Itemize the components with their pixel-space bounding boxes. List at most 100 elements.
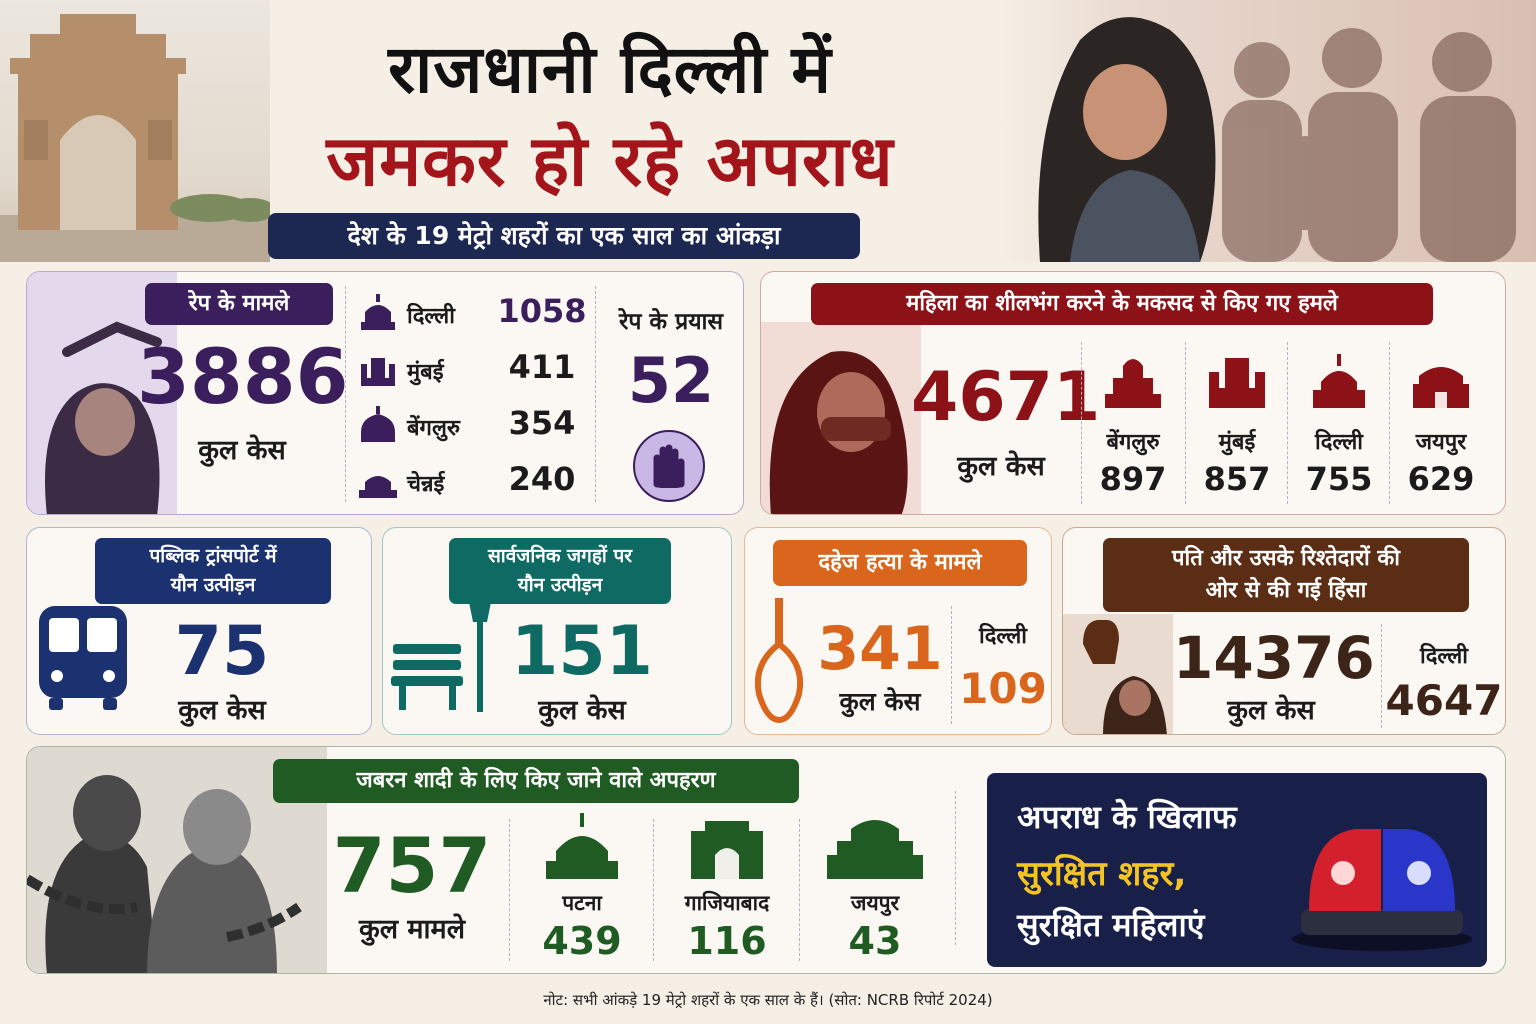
kidnap-total-label: कुल मामले [358, 914, 466, 945]
monument-icon [1205, 348, 1269, 412]
monument-icon [825, 811, 925, 883]
monument-icon [357, 460, 399, 502]
city-name: बेंगलुरु [1106, 430, 1160, 455]
bus-icon [35, 602, 131, 712]
monument-icon [542, 811, 622, 883]
husband-heading: पति और उसके रिश्तेदारों की ओर से की गई ह… [1103, 538, 1469, 612]
modesty-city-item: मुंबई 857 [1187, 348, 1287, 508]
rape-cases-card: रेप के मामले 3886 कुल केस दिल्ली 1058 मु… [26, 271, 744, 515]
dowry-death-card: दहेज हत्या के मामले 341 कुल केस दिल्ली 1… [744, 527, 1052, 735]
city-value: 857 [1203, 460, 1271, 498]
husband-total: 14376 [1173, 624, 1375, 692]
city-name: जयपुर [850, 891, 900, 915]
city-name: मुंबई [407, 360, 444, 385]
dowry-city-value: 109 [959, 664, 1047, 713]
rape-city-row: चेन्नई 240 [357, 458, 587, 506]
kidnap-city-item: पटना 439 [513, 811, 651, 971]
city-value: 240 [508, 460, 576, 498]
husband-heading-line2: ओर से की गई हिंसा [1205, 578, 1367, 603]
monument-icon [357, 348, 399, 390]
monument-icon [1101, 348, 1165, 412]
city-value: 43 [848, 919, 902, 963]
rape-attempt-value: 52 [627, 344, 715, 417]
bench-lamp-icon [389, 594, 499, 714]
forced-marriage-kidnap-card: जबरन शादी के लिए किए जाने वाले अपहरण 757… [26, 746, 1506, 974]
city-name: बेंगलुरु [407, 416, 461, 441]
transport-total-label: कुल केस [178, 695, 266, 726]
city-value: 439 [542, 919, 622, 963]
modesty-city-item: जयपुर 629 [1391, 348, 1491, 508]
monument-icon [1409, 348, 1473, 412]
victim-and-shadows-illustration [1000, 0, 1536, 262]
transport-total: 75 [174, 612, 270, 691]
footer-note: नोट: सभी आंकड़े 19 मेट्रो शहरों के एक सा… [543, 991, 993, 1009]
rape-heading: रेप के मामले [145, 283, 333, 325]
dowry-total-label: कुल केस [839, 687, 921, 716]
monument-icon [357, 404, 399, 446]
noose-icon [749, 594, 809, 724]
monument-icon [357, 292, 399, 334]
rape-city-row: दिल्ली 1058 [357, 290, 587, 338]
husband-city-name: दिल्ली [1420, 644, 1468, 669]
safety-line-3: सुरक्षित महिलाएं [1017, 906, 1205, 944]
police-siren-icon [1287, 813, 1477, 953]
safety-line-2: सुरक्षित शहर, [1017, 854, 1187, 894]
stop-hand-icon [631, 428, 707, 504]
city-value: 354 [508, 404, 576, 442]
page-title-line-2: जमकर हो रहे अपराध [326, 120, 894, 202]
monument-icon [687, 811, 767, 883]
city-name: पटना [562, 891, 602, 915]
city-value: 116 [687, 919, 767, 963]
city-value: 629 [1407, 460, 1475, 498]
modesty-heading: महिला का शीलभंग करने के मकसद से किए गए ह… [811, 283, 1433, 325]
dowry-city-name: दिल्ली [979, 624, 1027, 649]
city-name: चेन्नई [407, 472, 445, 497]
rape-city-row: मुंबई 411 [357, 346, 587, 394]
modesty-city-item: दिल्ली 755 [1289, 348, 1389, 508]
city-value: 755 [1305, 460, 1373, 498]
page-title-line-1: राजधानी दिल्ली में [388, 31, 832, 108]
kidnap-city-item: जयपुर 43 [803, 811, 947, 971]
public-places-total-label: कुल केस [538, 695, 626, 726]
city-value: 1058 [497, 292, 587, 330]
public-places-heading-line1: सार्वजनिक जगहों पर [487, 545, 633, 567]
transport-heading: पब्लिक ट्रांसपोर्ट में यौन उत्पीड़न [95, 538, 331, 604]
city-name: दिल्ली [1315, 430, 1363, 455]
husband-city-value: 4647 [1385, 676, 1503, 725]
page-subtitle: देश के 19 मेट्रो शहरों का एक साल का आंकड… [268, 213, 860, 259]
monument-icon [1307, 348, 1371, 412]
modesty-total: 4671 [911, 358, 1101, 437]
domestic-violence-card: पति और उसके रिश्तेदारों की ओर से की गई ह… [1062, 527, 1506, 735]
safety-line-1: अपराध के खिलाफ [1017, 798, 1237, 836]
dowry-total: 341 [817, 614, 943, 684]
rape-total-label: कुल केस [198, 435, 286, 466]
fist-and-woman-illustration [1063, 614, 1173, 734]
safety-banner: अपराध के खिलाफ सुरक्षित शहर, सुरक्षित मह… [987, 773, 1487, 967]
india-gate-illustration [0, 0, 270, 262]
transport-heading-line1: पब्लिक ट्रांसपोर्ट में [149, 545, 277, 567]
silenced-woman-illustration [761, 322, 921, 514]
public-places-harassment-card: सार्वजनिक जगहों पर यौन उत्पीड़न 151 कुल … [382, 527, 732, 735]
public-places-heading: सार्वजनिक जगहों पर यौन उत्पीड़न [449, 538, 671, 604]
public-places-total: 151 [511, 612, 653, 691]
husband-heading-line1: पति और उसके रिश्तेदारों की [1172, 546, 1400, 571]
rape-total: 3886 [137, 332, 349, 421]
dowry-heading: दहेज हत्या के मामले [773, 540, 1027, 586]
husband-total-label: कुल केस [1227, 695, 1315, 726]
city-name: दिल्ली [407, 304, 455, 329]
city-name: गाजियाबाद [684, 891, 770, 915]
kidnap-city-item: गाजियाबाद 116 [657, 811, 797, 971]
city-value: 897 [1099, 460, 1167, 498]
city-value: 411 [508, 348, 576, 386]
rape-attempt-heading: रेप के प्रयास [618, 309, 724, 335]
city-name: जयपुर [1415, 430, 1467, 455]
kidnap-heading: जबरन शादी के लिए किए जाने वाले अपहरण [273, 759, 799, 803]
city-name: मुंबई [1218, 430, 1256, 455]
modesty-assault-card: महिला का शीलभंग करने के मकसद से किए गए ह… [760, 271, 1506, 515]
modesty-total-label: कुल केस [957, 451, 1045, 482]
rape-city-row: बेंगलुरु 354 [357, 402, 587, 450]
public-places-heading-line2: यौन उत्पीड़न [517, 574, 603, 596]
public-transport-harassment-card: पब्लिक ट्रांसपोर्ट में यौन उत्पीड़न 75 क… [26, 527, 372, 735]
transport-heading-line2: यौन उत्पीड़न [170, 574, 256, 596]
kidnap-total: 757 [332, 821, 492, 910]
